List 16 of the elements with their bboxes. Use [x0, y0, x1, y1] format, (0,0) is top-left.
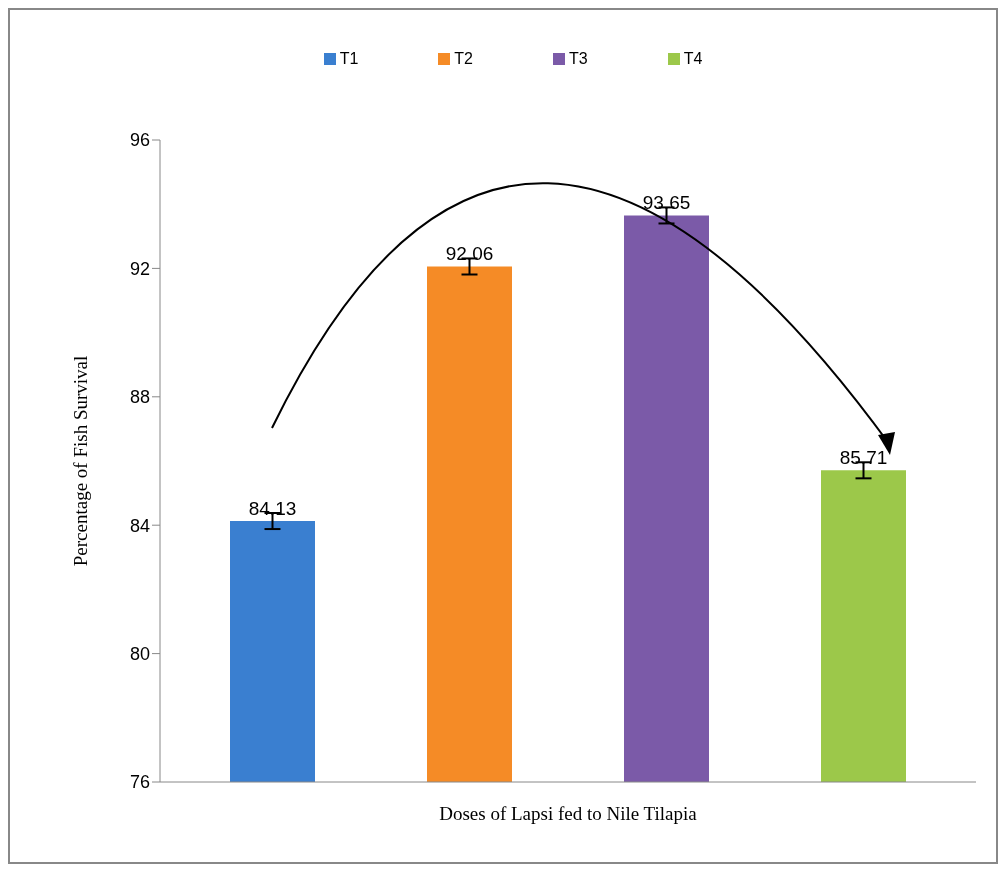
y-tick-label: 92 [129, 258, 150, 279]
data-label: 92.06 [445, 243, 494, 265]
x-axis-title: Doses of Lapsi fed to Nile Tilapia [439, 803, 698, 824]
y-tick-label: 76 [129, 772, 150, 793]
y-tick-label: 80 [129, 643, 150, 664]
data-label: 85.71 [839, 447, 888, 469]
data-label: 84.13 [248, 498, 297, 520]
y-tick-label: 84 [129, 515, 150, 536]
y-axis-title: Percentage of Fish Survival [69, 355, 91, 567]
legend-label: T2 [453, 50, 473, 68]
legend-label: T1 [338, 50, 359, 68]
y-tick-label: 96 [129, 130, 150, 151]
legend-label: T3 [568, 50, 588, 68]
legend-label: T4 [682, 50, 703, 68]
y-tick-label: 88 [129, 387, 150, 408]
data-label: 93.65 [642, 192, 691, 214]
